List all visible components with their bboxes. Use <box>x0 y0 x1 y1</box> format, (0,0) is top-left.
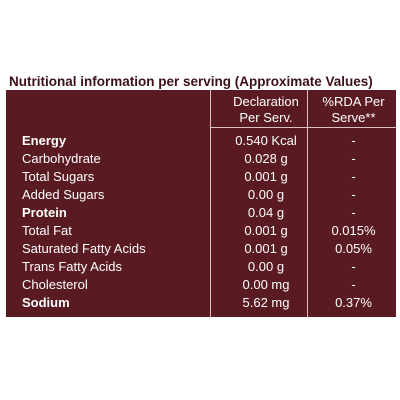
nutrient-label: Protein <box>22 205 67 220</box>
rda-value: 0.37% <box>335 295 372 310</box>
declaration-value: 0.001 g <box>244 241 288 256</box>
rda-value: 0.05% <box>335 241 372 256</box>
nutrient-label: Energy <box>22 133 67 148</box>
nutrient-label: Added Sugars <box>22 187 105 202</box>
header-divider <box>210 127 396 128</box>
nutrient-label: Sodium <box>22 295 70 310</box>
nutrition-panel: Nutritional information per serving (App… <box>6 73 396 317</box>
rda-value: - <box>351 151 356 166</box>
column-divider-left <box>210 90 211 317</box>
rda-value: 0.015% <box>331 223 376 238</box>
rda-value: - <box>351 133 356 148</box>
declaration-value: 0.540 Kcal <box>235 133 297 148</box>
declaration-value: 0.00 mg <box>242 277 290 292</box>
rda-header-line1: %RDA Per <box>322 94 385 109</box>
rda-value: - <box>351 259 356 274</box>
nutrient-label: Trans Fatty Acids <box>22 259 122 274</box>
declaration-value: 0.04 g <box>247 205 285 220</box>
declaration-value: 0.00 g <box>247 259 285 274</box>
rda-value: - <box>351 169 356 184</box>
declaration-value: 0.001 g <box>244 223 288 238</box>
nutrient-label: Cholesterol <box>22 277 88 292</box>
declaration-header-line2: Per Serv. <box>239 110 293 125</box>
declaration-value: 0.001 g <box>244 169 288 184</box>
rda-value: - <box>351 187 356 202</box>
nutrient-label: Total Fat <box>22 223 72 238</box>
nutrient-label: Saturated Fatty Acids <box>22 241 146 256</box>
declaration-value: 5.62 mg <box>242 295 290 310</box>
declaration-header-line1: Declaration <box>233 94 299 109</box>
nutrient-label: Carbohydrate <box>22 151 101 166</box>
declaration-value: 0.028 g <box>244 151 288 166</box>
table-title: Nutritional information per serving (App… <box>6 73 396 90</box>
declaration-value: 0.00 g <box>247 187 285 202</box>
rda-header-line2: Serve** <box>331 110 376 125</box>
rda-value: - <box>351 277 356 292</box>
rda-value: - <box>351 205 356 220</box>
nutrient-label: Total Sugars <box>22 169 95 184</box>
column-divider-right <box>307 90 308 317</box>
